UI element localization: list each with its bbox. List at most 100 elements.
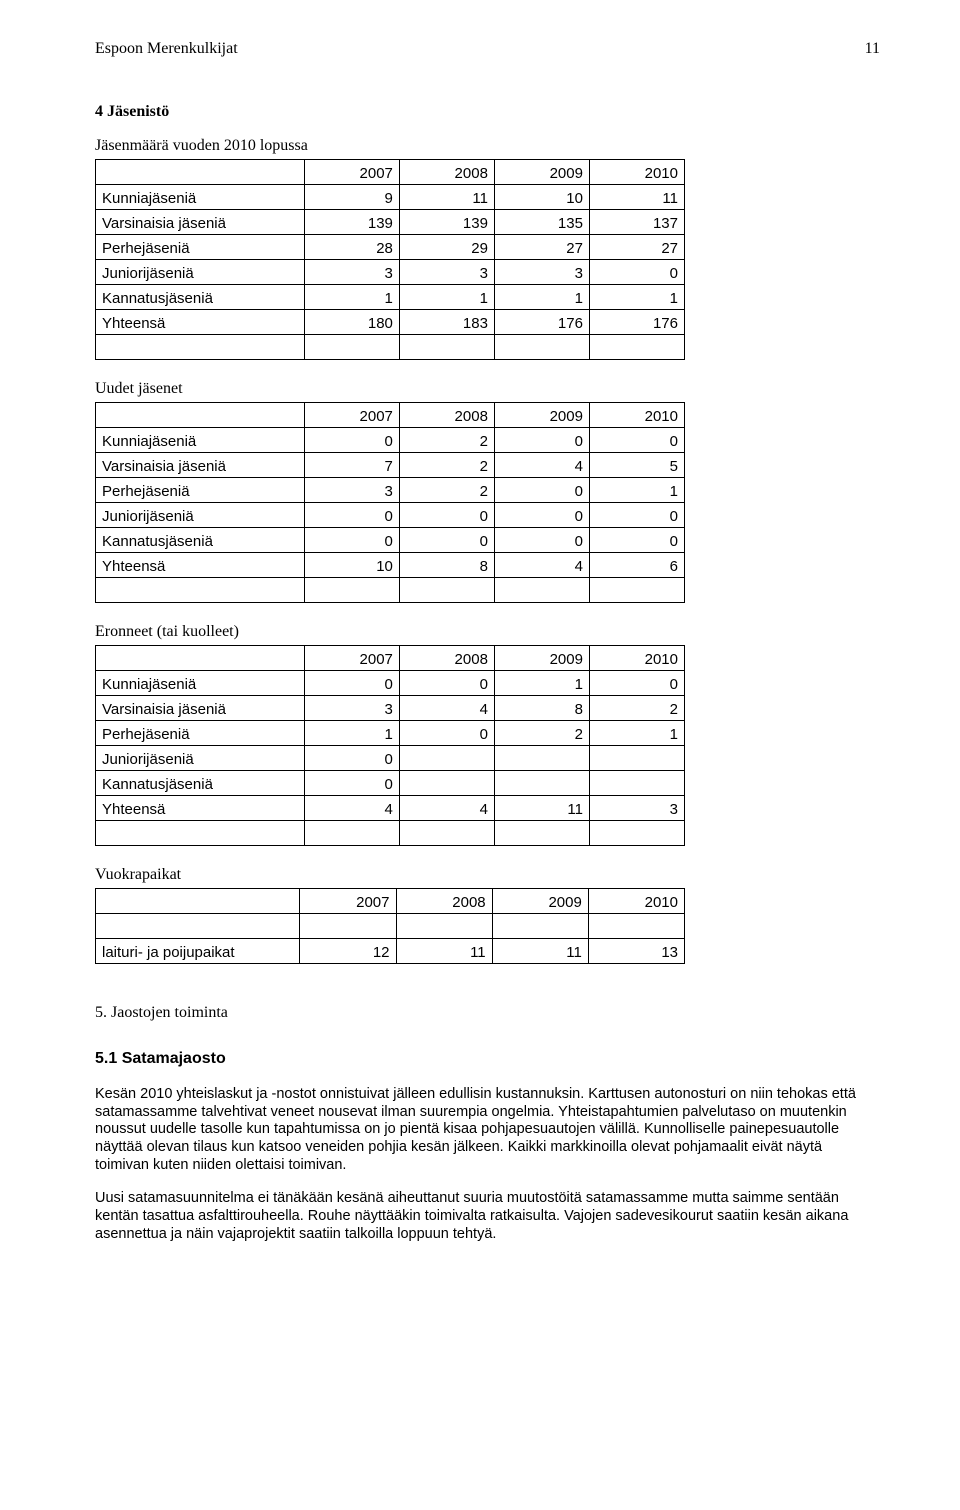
table-row: Yhteensä 4 4 11 3 xyxy=(96,796,685,821)
cell: 3 xyxy=(304,478,399,503)
cell: 0 xyxy=(304,503,399,528)
cell: 1 xyxy=(589,478,684,503)
section4-subtitle: Jäsenmäärä vuoden 2010 lopussa xyxy=(95,137,880,155)
cell: 1 xyxy=(494,671,589,696)
cell: 137 xyxy=(589,210,684,235)
cell: 139 xyxy=(304,210,399,235)
vuokrapaikat-label: Vuokrapaikat xyxy=(95,866,880,884)
cell: 2 xyxy=(589,696,684,721)
cell: 0 xyxy=(399,721,494,746)
row-label: Kunniajäseniä xyxy=(96,428,305,453)
cell xyxy=(494,746,589,771)
cell: 0 xyxy=(304,746,399,771)
cell: 3 xyxy=(304,696,399,721)
row-label: Perhejäseniä xyxy=(96,721,305,746)
year-header: 2007 xyxy=(304,403,399,428)
cell: 0 xyxy=(589,671,684,696)
table-row: laituri- ja poijupaikat 12 11 11 13 xyxy=(96,939,685,964)
cell: 10 xyxy=(304,553,399,578)
cell: 29 xyxy=(399,235,494,260)
cell: 0 xyxy=(589,260,684,285)
cell: 1 xyxy=(589,285,684,310)
page-number: 11 xyxy=(865,40,880,58)
table-row xyxy=(96,335,685,360)
cell: 11 xyxy=(589,185,684,210)
cell: 0 xyxy=(589,428,684,453)
cell: 7 xyxy=(304,453,399,478)
cell: 0 xyxy=(494,478,589,503)
table-row: 2007 2008 2009 2010 xyxy=(96,646,685,671)
table-row: Kannatusjäseniä 0 xyxy=(96,771,685,796)
eronneet-label: Eronneet (tai kuolleet) xyxy=(95,623,880,641)
cell: 0 xyxy=(399,528,494,553)
table-row: Kunniajäseniä 0 2 0 0 xyxy=(96,428,685,453)
table-row: Perhejäseniä 1 0 2 1 xyxy=(96,721,685,746)
paragraph: Uusi satamasuunnitelma ei tänäkään kesän… xyxy=(95,1190,880,1243)
cell: 0 xyxy=(589,503,684,528)
year-header: 2008 xyxy=(399,403,494,428)
year-header: 2009 xyxy=(494,646,589,671)
cell: 5 xyxy=(589,453,684,478)
cell: 0 xyxy=(494,528,589,553)
cell: 27 xyxy=(589,235,684,260)
cell: 0 xyxy=(304,528,399,553)
cell: 28 xyxy=(304,235,399,260)
row-label: Juniorijäseniä xyxy=(96,260,305,285)
row-label: Yhteensä xyxy=(96,310,305,335)
cell: 3 xyxy=(399,260,494,285)
cell: 3 xyxy=(494,260,589,285)
table-row: Juniorijäseniä 0 0 0 0 xyxy=(96,503,685,528)
year-header: 2007 xyxy=(304,646,399,671)
year-header: 2007 xyxy=(304,160,399,185)
cell: 2 xyxy=(399,453,494,478)
cell: 0 xyxy=(399,671,494,696)
cell: 0 xyxy=(399,503,494,528)
cell: 4 xyxy=(399,796,494,821)
cell xyxy=(589,771,684,796)
cell: 176 xyxy=(589,310,684,335)
table-vuokrapaikat: 2007 2008 2009 2010 laituri- ja poijupai… xyxy=(95,888,685,964)
cell: 1 xyxy=(304,285,399,310)
table-uudet: 2007 2008 2009 2010 Kunniajäseniä 0 2 0 … xyxy=(95,402,685,603)
table-eronneet: 2007 2008 2009 2010 Kunniajäseniä 0 0 1 … xyxy=(95,645,685,846)
cell: 6 xyxy=(589,553,684,578)
uudet-jasenet-label: Uudet jäsenet xyxy=(95,380,880,398)
row-label: Perhejäseniä xyxy=(96,235,305,260)
table-row xyxy=(96,914,685,939)
section4-title: 4 Jäsenistö xyxy=(95,103,880,121)
year-header: 2010 xyxy=(589,403,684,428)
cell xyxy=(399,746,494,771)
cell: 135 xyxy=(494,210,589,235)
row-label: Varsinaisia jäseniä xyxy=(96,696,305,721)
year-header: 2008 xyxy=(399,160,494,185)
row-label: Kunniajäseniä xyxy=(96,185,305,210)
cell: 0 xyxy=(589,528,684,553)
cell: 4 xyxy=(494,453,589,478)
cell xyxy=(399,771,494,796)
row-label: Juniorijäseniä xyxy=(96,503,305,528)
table-row: Juniorijäseniä 0 xyxy=(96,746,685,771)
table-row: Kannatusjäseniä 0 0 0 0 xyxy=(96,528,685,553)
year-header: 2009 xyxy=(494,403,589,428)
cell xyxy=(494,771,589,796)
section5-1-title: 5.1 Satamajaosto xyxy=(95,1050,880,1068)
cell: 0 xyxy=(494,428,589,453)
cell: 2 xyxy=(399,428,494,453)
table-row: Varsinaisia jäseniä 3 4 8 2 xyxy=(96,696,685,721)
page-header: Espoon Merenkulkijat 11 xyxy=(95,40,880,58)
cell: 180 xyxy=(304,310,399,335)
cell: 13 xyxy=(588,939,684,964)
table-row: Perhejäseniä 3 2 0 1 xyxy=(96,478,685,503)
table-row: Yhteensä 180 183 176 176 xyxy=(96,310,685,335)
year-header: 2010 xyxy=(589,160,684,185)
table-row: Kunniajäseniä 9 11 10 11 xyxy=(96,185,685,210)
header-title: Espoon Merenkulkijat xyxy=(95,40,238,58)
cell: 0 xyxy=(494,503,589,528)
cell: 11 xyxy=(399,185,494,210)
cell: 4 xyxy=(494,553,589,578)
year-header: 2008 xyxy=(399,646,494,671)
cell: 8 xyxy=(494,696,589,721)
row-label: Varsinaisia jäseniä xyxy=(96,453,305,478)
table-row: 2007 2008 2009 2010 xyxy=(96,403,685,428)
cell: 139 xyxy=(399,210,494,235)
